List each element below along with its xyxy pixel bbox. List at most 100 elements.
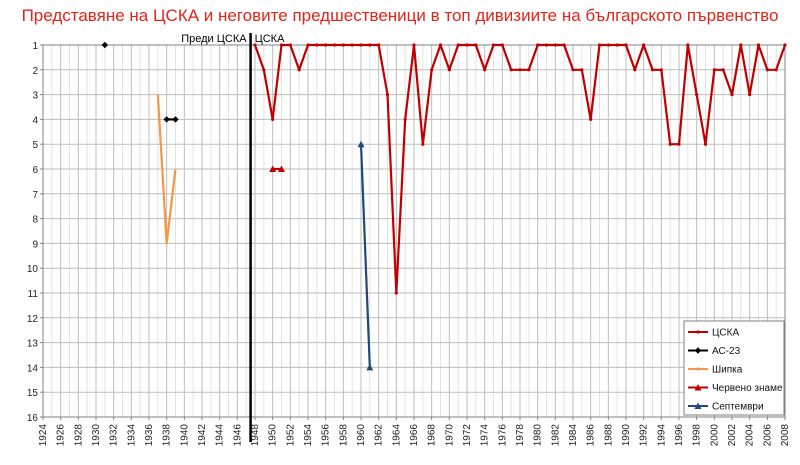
data-point (703, 142, 708, 146)
data-point (288, 43, 292, 47)
data-point (606, 43, 610, 47)
series-line (156, 94, 177, 245)
x-tick-label: 1978 (515, 424, 526, 447)
x-tick-label: 2000 (709, 424, 720, 447)
x-tick-label: 1934 (126, 424, 137, 447)
y-tick-label: 2 (32, 66, 38, 77)
era-divider: Преди ЦСКА ЦСКА (181, 33, 285, 442)
x-tick-label: 2002 (727, 424, 738, 447)
data-point (474, 43, 478, 47)
x-tick-label: 1928 (73, 424, 84, 447)
data-point (172, 116, 179, 123)
data-point (677, 142, 681, 146)
x-tick-label: 1996 (674, 424, 685, 447)
data-point (642, 43, 646, 47)
series-line (359, 144, 371, 368)
x-tick-label: 1998 (692, 424, 703, 447)
series-1 (101, 41, 179, 123)
legend: ЦСКА АС-23 Шипка Червено знаме Септември (683, 320, 785, 416)
x-tick-label: 1976 (497, 424, 508, 447)
data-point (580, 68, 584, 72)
x-tick-label: 1956 (321, 424, 332, 447)
x-tick-label: 1966 (409, 424, 420, 447)
x-tick-label: 1924 (38, 424, 49, 447)
chart-title: Представяне на ЦСКА и неговите предшеств… (21, 6, 779, 25)
x-tick-label: 1942 (197, 424, 208, 447)
legend-marker (696, 330, 700, 334)
y-tick-label: 9 (32, 239, 38, 250)
x-tick-label: 2008 (780, 424, 791, 447)
x-tick-label: 1960 (356, 424, 367, 447)
data-point (447, 68, 451, 72)
data-point (456, 43, 460, 47)
x-tick-label: 1982 (550, 424, 561, 447)
x-tick-label: 1944 (215, 424, 226, 447)
data-point (366, 363, 374, 371)
x-tick-label: 1946 (232, 424, 243, 447)
data-point (279, 43, 284, 47)
y-tick-label: 6 (32, 165, 38, 176)
y-tick-label: 10 (27, 264, 39, 275)
data-point (332, 43, 337, 47)
data-point (438, 43, 443, 47)
legend-entry: АС-23 (712, 346, 741, 357)
y-tick-label: 5 (32, 140, 38, 151)
series-layer (101, 41, 787, 371)
data-point (695, 93, 699, 97)
data-point (518, 68, 522, 72)
x-tick-label: 1958 (338, 424, 349, 447)
x-tick-label: 1980 (533, 424, 544, 447)
x-tick-label: 2006 (762, 424, 773, 447)
data-point (553, 43, 557, 47)
x-tick-label: 1974 (480, 424, 491, 447)
data-point (774, 68, 778, 72)
x-tick-label: 1984 (568, 424, 579, 447)
data-point (306, 43, 310, 47)
data-point (385, 93, 390, 97)
data-point (571, 68, 575, 72)
y-tick-label: 8 (32, 215, 38, 226)
legend-entry: Шипка (712, 365, 743, 376)
data-point (421, 142, 425, 146)
legend-marker (694, 384, 702, 391)
data-point (589, 117, 593, 121)
legend-marker (696, 367, 700, 371)
y-tick-label: 15 (27, 388, 39, 399)
x-tick-label: 1972 (462, 424, 473, 447)
data-point (527, 68, 531, 72)
x-tick-label: 1952 (285, 424, 296, 447)
era-label-after: ЦСКА (255, 33, 285, 45)
data-point (624, 43, 628, 47)
data-point (163, 116, 170, 123)
data-point (659, 68, 663, 72)
x-tick-label: 1964 (391, 424, 402, 447)
series-0 (253, 43, 787, 295)
data-point (615, 43, 619, 47)
x-tick-label: 1986 (586, 424, 597, 447)
data-point (509, 68, 513, 72)
data-point (359, 43, 363, 47)
data-point (748, 93, 752, 97)
data-point (536, 43, 540, 47)
data-point (712, 68, 716, 72)
series-4 (357, 140, 374, 371)
data-point (730, 93, 734, 97)
data-point (500, 43, 504, 47)
data-point (297, 68, 301, 72)
data-point (403, 117, 407, 121)
x-tick-label: 1932 (109, 424, 120, 447)
y-tick-label: 3 (32, 91, 38, 102)
x-tick-label: 1992 (639, 424, 650, 447)
data-point (783, 43, 787, 47)
data-point (483, 68, 487, 72)
data-point (101, 41, 109, 49)
data-point (350, 43, 354, 47)
x-tick-label: 1950 (268, 424, 279, 447)
legend-marker (694, 402, 702, 409)
era-label-before: Преди ЦСКА (181, 33, 247, 45)
data-point (668, 142, 672, 146)
data-point (262, 68, 266, 72)
data-point (269, 165, 277, 172)
